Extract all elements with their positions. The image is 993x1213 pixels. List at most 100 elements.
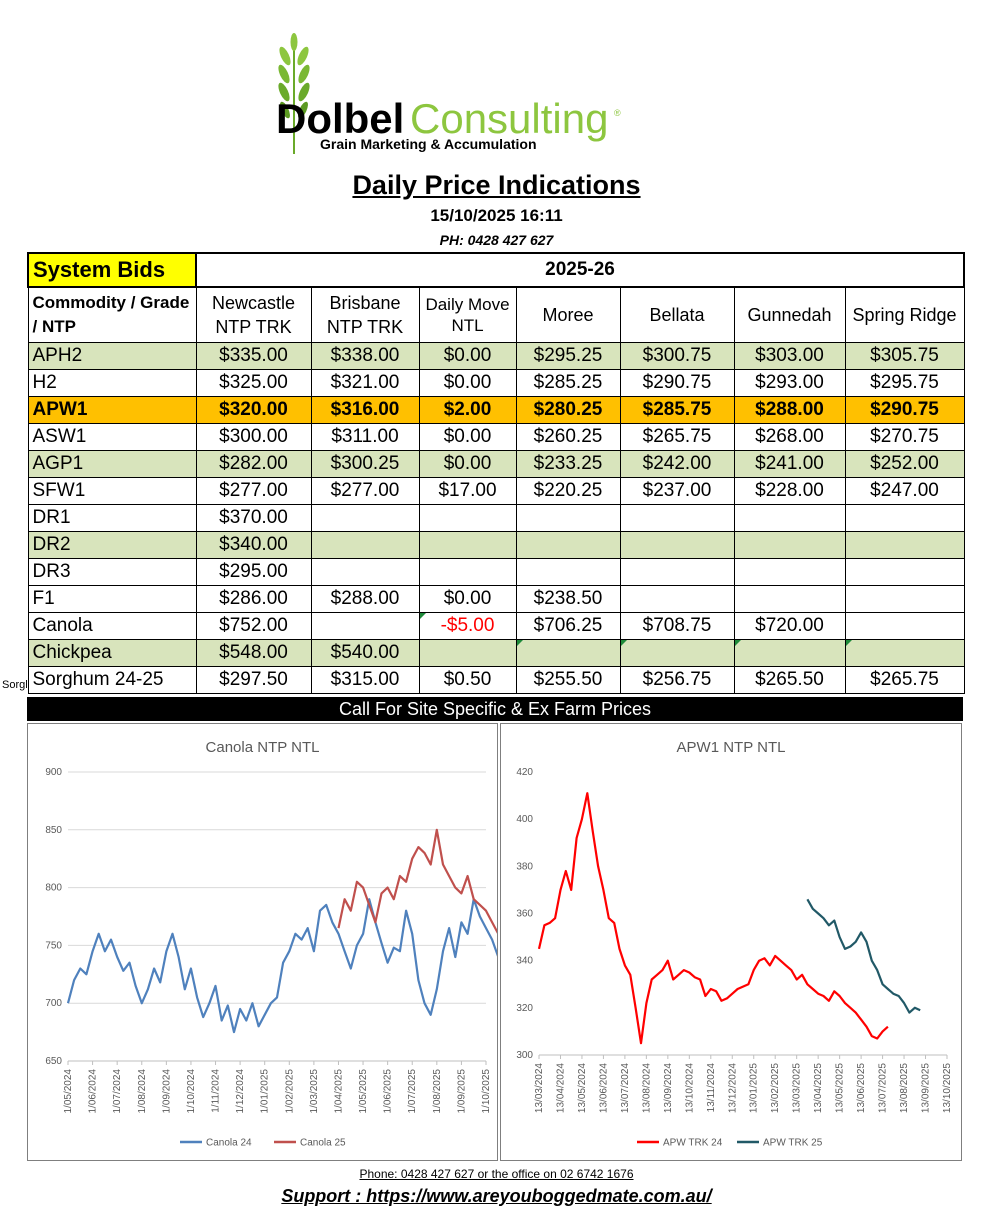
price-cell: [619, 558, 735, 586]
footer-phone: Phone: 0428 427 627 or the office on 02 …: [0, 1167, 993, 1181]
y-tick-label: 850: [45, 825, 62, 836]
price-cell: $255.50: [515, 666, 621, 694]
grade-cell: H2: [27, 369, 197, 397]
legend-label: Canola 25: [300, 1138, 346, 1149]
price-cell: $241.00: [733, 450, 846, 478]
grade-cell: ASW1: [27, 423, 197, 451]
grade-cell: APW1: [27, 396, 197, 424]
chart-title: Canola NTP NTL: [206, 739, 320, 756]
x-tick-label: 13/06/2024: [598, 1063, 609, 1113]
price-cell: [310, 612, 420, 640]
table-row: Chickpea $548.00 $540.00: [27, 639, 965, 667]
price-cell: $0.00: [418, 369, 517, 397]
y-tick-label: 700: [45, 998, 62, 1009]
table-row: APH2 $335.00 $338.00 $0.00 $295.25 $300.75 $30…: [27, 342, 965, 370]
grade-cell: Canola: [27, 612, 197, 640]
x-tick-label: 13/01/2025: [749, 1063, 760, 1113]
chart-title: APW1 NTP NTL: [677, 739, 786, 756]
price-cell: [418, 504, 517, 532]
price-cell: [619, 639, 735, 667]
x-tick-label: 13/03/2025: [792, 1063, 803, 1113]
price-cell: $340.00: [195, 531, 312, 559]
table-row: F1 $286.00 $288.00 $0.00 $238.50: [27, 585, 965, 613]
price-cell: $265.75: [619, 423, 735, 451]
price-cell: $265.75: [844, 666, 965, 694]
x-tick-label: 1/10/2024: [186, 1069, 197, 1114]
grade-cell: AGP1: [27, 450, 197, 478]
price-cell: $295.25: [515, 342, 621, 370]
y-tick-label: 400: [516, 814, 533, 825]
price-cell: [733, 504, 846, 532]
y-tick-label: 800: [45, 883, 62, 894]
header-phone: PH: 0428 427 627: [439, 232, 554, 248]
wheat-icon: [278, 33, 310, 154]
price-cell: $0.00: [418, 342, 517, 370]
price-cell: $311.00: [310, 423, 420, 451]
y-tick-label: 320: [516, 1003, 533, 1014]
x-tick-label: 1/08/2025: [432, 1069, 443, 1114]
x-tick-label: 13/05/2025: [835, 1063, 846, 1113]
series-line-0: [537, 792, 889, 1045]
price-cell: [418, 639, 517, 667]
price-cell: [418, 558, 517, 586]
x-tick-label: 1/10/2025: [481, 1069, 492, 1114]
x-tick-label: 1/05/2024: [63, 1069, 74, 1114]
price-cell: $277.00: [310, 477, 420, 505]
x-tick-label: 1/04/2025: [333, 1069, 344, 1114]
x-tick-label: 13/11/2024: [706, 1063, 717, 1113]
y-tick-label: 420: [516, 767, 533, 778]
series-line-1: [806, 898, 921, 1014]
price-cell: $325.00: [195, 369, 312, 397]
support-link-text[interactable]: Support : https://www.areyouboggedmate.c…: [281, 1186, 712, 1206]
price-cell: $300.00: [195, 423, 312, 451]
table-row: APW1 $320.00 $316.00 $2.00 $280.25 $285.75 $28…: [27, 396, 965, 424]
col-header-newcastle: Newcastle NTP TRK: [195, 286, 312, 343]
x-tick-label: 1/08/2024: [137, 1069, 148, 1114]
x-tick-label: 13/10/2024: [684, 1063, 695, 1113]
price-cell: $708.75: [619, 612, 735, 640]
price-cell: $295.00: [195, 558, 312, 586]
support-link[interactable]: Support : https://www.areyouboggedmate.c…: [0, 1186, 993, 1207]
price-cell: [515, 558, 621, 586]
x-tick-label: 13/07/2025: [878, 1063, 889, 1113]
price-cell: $282.00: [195, 450, 312, 478]
x-tick-label: 13/09/2025: [921, 1063, 932, 1113]
price-cell: [733, 639, 846, 667]
price-cell: $0.50: [418, 666, 517, 694]
report-datetime: 15/10/2025 16:11: [430, 206, 563, 225]
price-cell: -$5.00: [418, 612, 517, 640]
price-table: System Bids 2025-26 Commodity / Grade / …: [27, 252, 965, 694]
price-cell: $0.00: [418, 450, 517, 478]
y-tick-label: 300: [516, 1050, 533, 1061]
y-tick-label: 340: [516, 956, 533, 967]
price-cell: $0.00: [418, 585, 517, 613]
col-header-commodity: Commodity / Grade / NTP: [27, 286, 197, 343]
x-tick-label: 13/04/2025: [813, 1063, 824, 1113]
x-tick-label: 13/08/2025: [899, 1063, 910, 1113]
x-tick-label: 1/09/2024: [161, 1069, 172, 1114]
price-cell: $297.50: [195, 666, 312, 694]
x-tick-label: 13/08/2024: [641, 1063, 652, 1113]
price-cell: $293.00: [733, 369, 846, 397]
price-cell: $277.00: [195, 477, 312, 505]
page-title: Daily Price Indications: [0, 170, 993, 201]
price-cell: $17.00: [418, 477, 517, 505]
price-cell: $295.75: [844, 369, 965, 397]
table-row: AGP1 $282.00 $300.25 $0.00 $233.25 $242.00 $24…: [27, 450, 965, 478]
price-cell: [418, 531, 517, 559]
price-cell: $720.00: [733, 612, 846, 640]
price-cell: $252.00: [844, 450, 965, 478]
grade-cell: DR2: [27, 531, 197, 559]
grade-cell: APH2: [27, 342, 197, 370]
canola-chart: Canola NTP NTL 650 700 750 800 850 900 1/05/202…: [27, 723, 498, 1161]
price-cell: [619, 504, 735, 532]
legend-label: APW TRK 25: [763, 1138, 823, 1149]
price-cell: $303.00: [733, 342, 846, 370]
table-row: H2 $325.00 $321.00 $0.00 $285.25 $290.75 $293.…: [27, 369, 965, 397]
col-header-spring-ridge: Spring Ridge: [844, 286, 965, 343]
grade-cell: SFW1: [27, 477, 197, 505]
table-row: DR1 $370.00: [27, 504, 965, 532]
x-tick-label: 1/07/2024: [112, 1069, 123, 1114]
price-cell: [515, 639, 621, 667]
x-tick-label: 13/03/2024: [534, 1063, 545, 1113]
